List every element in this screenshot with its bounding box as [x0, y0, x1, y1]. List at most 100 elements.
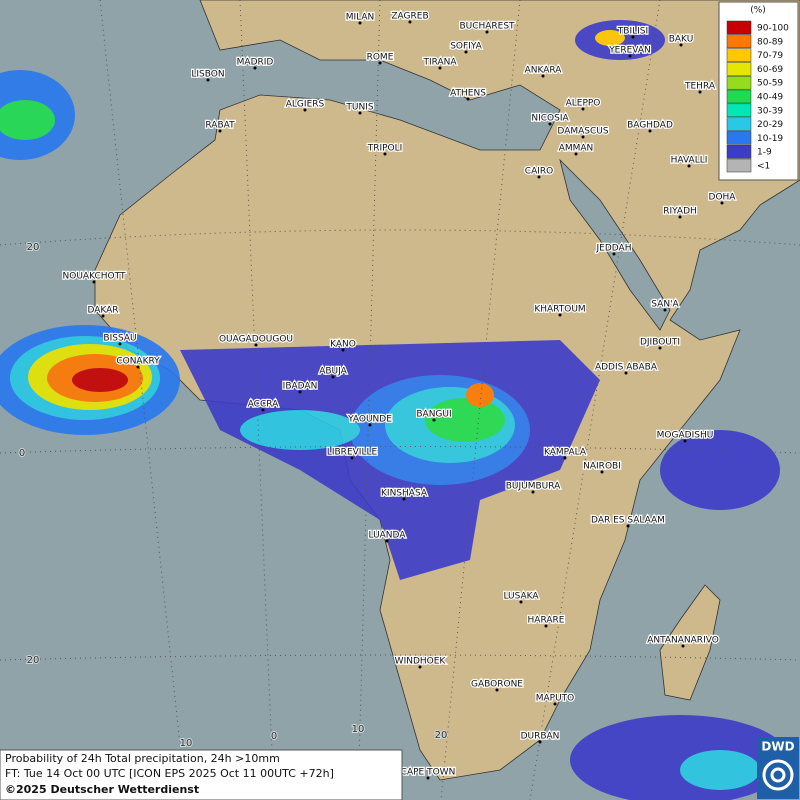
city-dot	[358, 21, 362, 25]
legend-label: <1	[757, 162, 770, 172]
city-dot	[206, 78, 210, 82]
city-label: HAVALLI	[671, 156, 708, 166]
city-label: TEHRA	[684, 82, 716, 92]
city-dot	[418, 665, 422, 669]
city-label: SAN'A	[651, 300, 679, 310]
city-label: RABAT	[205, 121, 235, 131]
city-label: NOUAKCHOTT	[63, 272, 126, 282]
city-dot	[612, 252, 616, 256]
city-label: KANO	[330, 340, 356, 350]
city-label: OUAGADOUGOU	[219, 335, 293, 345]
city-dot	[253, 66, 257, 70]
city-dot	[464, 50, 468, 54]
city-label: LUANDA	[369, 531, 407, 541]
city-label: DOHA	[709, 193, 737, 203]
city-dot	[378, 61, 382, 65]
city-label: MILAN	[346, 13, 375, 23]
city-dot	[341, 348, 345, 352]
city-label: DAR ES SALAAM	[591, 516, 665, 526]
precip	[0, 20, 790, 800]
city-dot	[581, 107, 585, 111]
city-label: YAOUNDE	[347, 415, 392, 425]
city-dot	[383, 152, 387, 156]
city-dot	[298, 390, 302, 394]
city-dot	[368, 423, 372, 427]
legend-swatch	[726, 48, 752, 62]
footer-line: Probability of 24h Total precipitation, …	[5, 752, 280, 765]
legend-label: 90-100	[757, 24, 789, 34]
legend-title: (%)	[750, 6, 766, 16]
city-label: NAIROBI	[583, 462, 621, 472]
legend-label: 50-59	[757, 79, 783, 89]
legend-label: 1-9	[757, 148, 772, 158]
city-label: ABUJA	[319, 367, 347, 377]
city-dot	[600, 470, 604, 474]
city-label: ADDIS ABABA	[595, 363, 658, 373]
city-label: BUCHAREST	[459, 22, 515, 32]
city-dot	[679, 43, 683, 47]
city-dot	[101, 314, 105, 318]
city-label: WINDHOEK	[395, 657, 447, 667]
city-dot	[303, 108, 307, 112]
city-dot	[574, 152, 578, 156]
city-label: JEDDAH	[596, 244, 632, 254]
legend-swatch	[726, 75, 752, 90]
city-label: CAIRO	[525, 167, 553, 177]
city-label: DAKAR	[87, 306, 118, 316]
city-dot	[537, 175, 541, 179]
city-dot	[92, 280, 96, 284]
city-dot	[678, 215, 682, 219]
city-dot	[553, 702, 557, 706]
city-dot	[648, 129, 652, 133]
city-dot	[254, 343, 258, 347]
legend-label: 70-79	[757, 51, 783, 61]
city-label: YEREVAN	[608, 46, 651, 56]
city-dot	[563, 456, 567, 460]
city-dot	[385, 539, 389, 543]
city-dot	[544, 624, 548, 628]
city-label: KINSHASA	[381, 489, 428, 499]
city-dot	[485, 30, 489, 34]
city-dot	[663, 308, 667, 312]
city-label: TBILISI	[617, 27, 648, 37]
city-label: ROME	[367, 53, 394, 63]
city-dot	[624, 371, 628, 375]
city-label: ZAGREB	[391, 12, 428, 22]
city-dot	[350, 456, 354, 460]
city-label: BANGUI	[416, 410, 451, 420]
logo: DWD	[761, 740, 794, 754]
city-label: LUSAKA	[503, 592, 539, 602]
city-label: LISBON	[191, 70, 224, 80]
city-label: ANKARA	[525, 66, 563, 76]
legend-label: 60-69	[757, 65, 783, 75]
legend-swatch	[726, 131, 752, 145]
legend-swatch	[726, 144, 752, 159]
legend-swatch	[726, 20, 752, 35]
city-label: BUJUMBURA	[506, 482, 561, 492]
city-dot	[581, 135, 585, 139]
city-dot	[402, 497, 406, 501]
footer-line: FT: Tue 14 Oct 00 UTC [ICON EPS 2025 Oct…	[5, 767, 334, 780]
city-dot	[358, 111, 362, 115]
logo-icon	[770, 767, 786, 783]
city-dot	[218, 129, 222, 133]
city-dot	[331, 375, 335, 379]
city-dot	[628, 54, 632, 58]
city-label: DAMASCUS	[557, 127, 608, 137]
city-label: KHARTOUM	[534, 305, 585, 315]
city-dot	[658, 346, 662, 350]
city-label: NICOSIA	[531, 114, 569, 124]
grid-label: 10	[352, 724, 365, 735]
city-label: LIBREVILLE	[327, 448, 378, 458]
city-label: IBADAN	[283, 382, 318, 392]
madagascar	[659, 584, 721, 701]
legend-label: 10-19	[757, 134, 783, 144]
legend-swatch	[726, 62, 752, 76]
city-dot	[631, 35, 635, 39]
legend-swatch	[726, 89, 752, 104]
legend-swatch	[726, 103, 752, 118]
city-label: GABORONE	[471, 680, 523, 690]
city-label: MAPUTO	[536, 694, 575, 704]
city-label: BAKU	[669, 35, 694, 45]
